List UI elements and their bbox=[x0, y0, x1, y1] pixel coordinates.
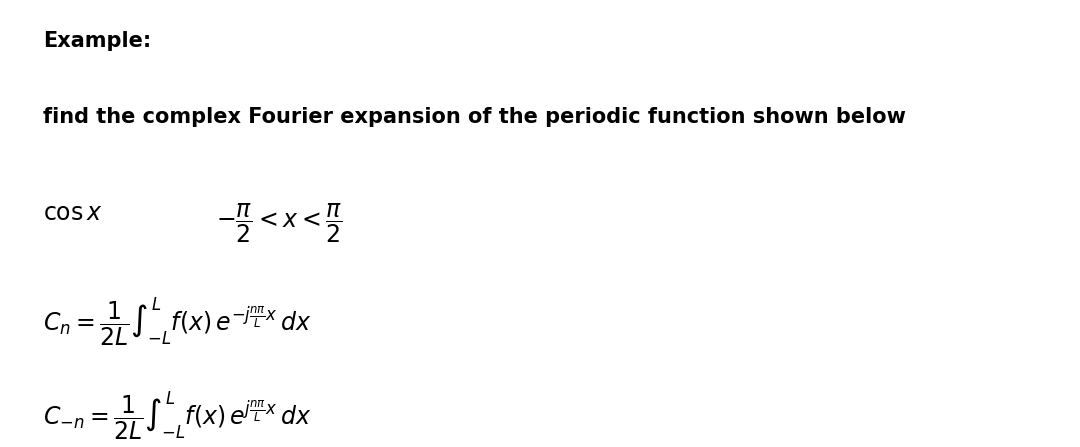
Text: Example:: Example: bbox=[43, 31, 151, 51]
Text: find the complex Fourier expansion of the periodic function shown below: find the complex Fourier expansion of th… bbox=[43, 107, 906, 127]
Text: $C_n = \dfrac{1}{2L}\int_{-L}^{L} f(x)\, e^{-j\frac{n\pi}{L}x}\, dx$: $C_n = \dfrac{1}{2L}\int_{-L}^{L} f(x)\,… bbox=[43, 295, 312, 348]
Text: $-\dfrac{\pi}{2} < x < \dfrac{\pi}{2}$: $-\dfrac{\pi}{2} < x < \dfrac{\pi}{2}$ bbox=[216, 201, 342, 245]
Text: $C_{-n} = \dfrac{1}{2L}\int_{-L}^{L} f(x)\, e^{j\frac{n\pi}{L}x}\, dx$: $C_{-n} = \dfrac{1}{2L}\int_{-L}^{L} f(x… bbox=[43, 389, 312, 442]
Text: $\cos x$: $\cos x$ bbox=[43, 201, 103, 225]
